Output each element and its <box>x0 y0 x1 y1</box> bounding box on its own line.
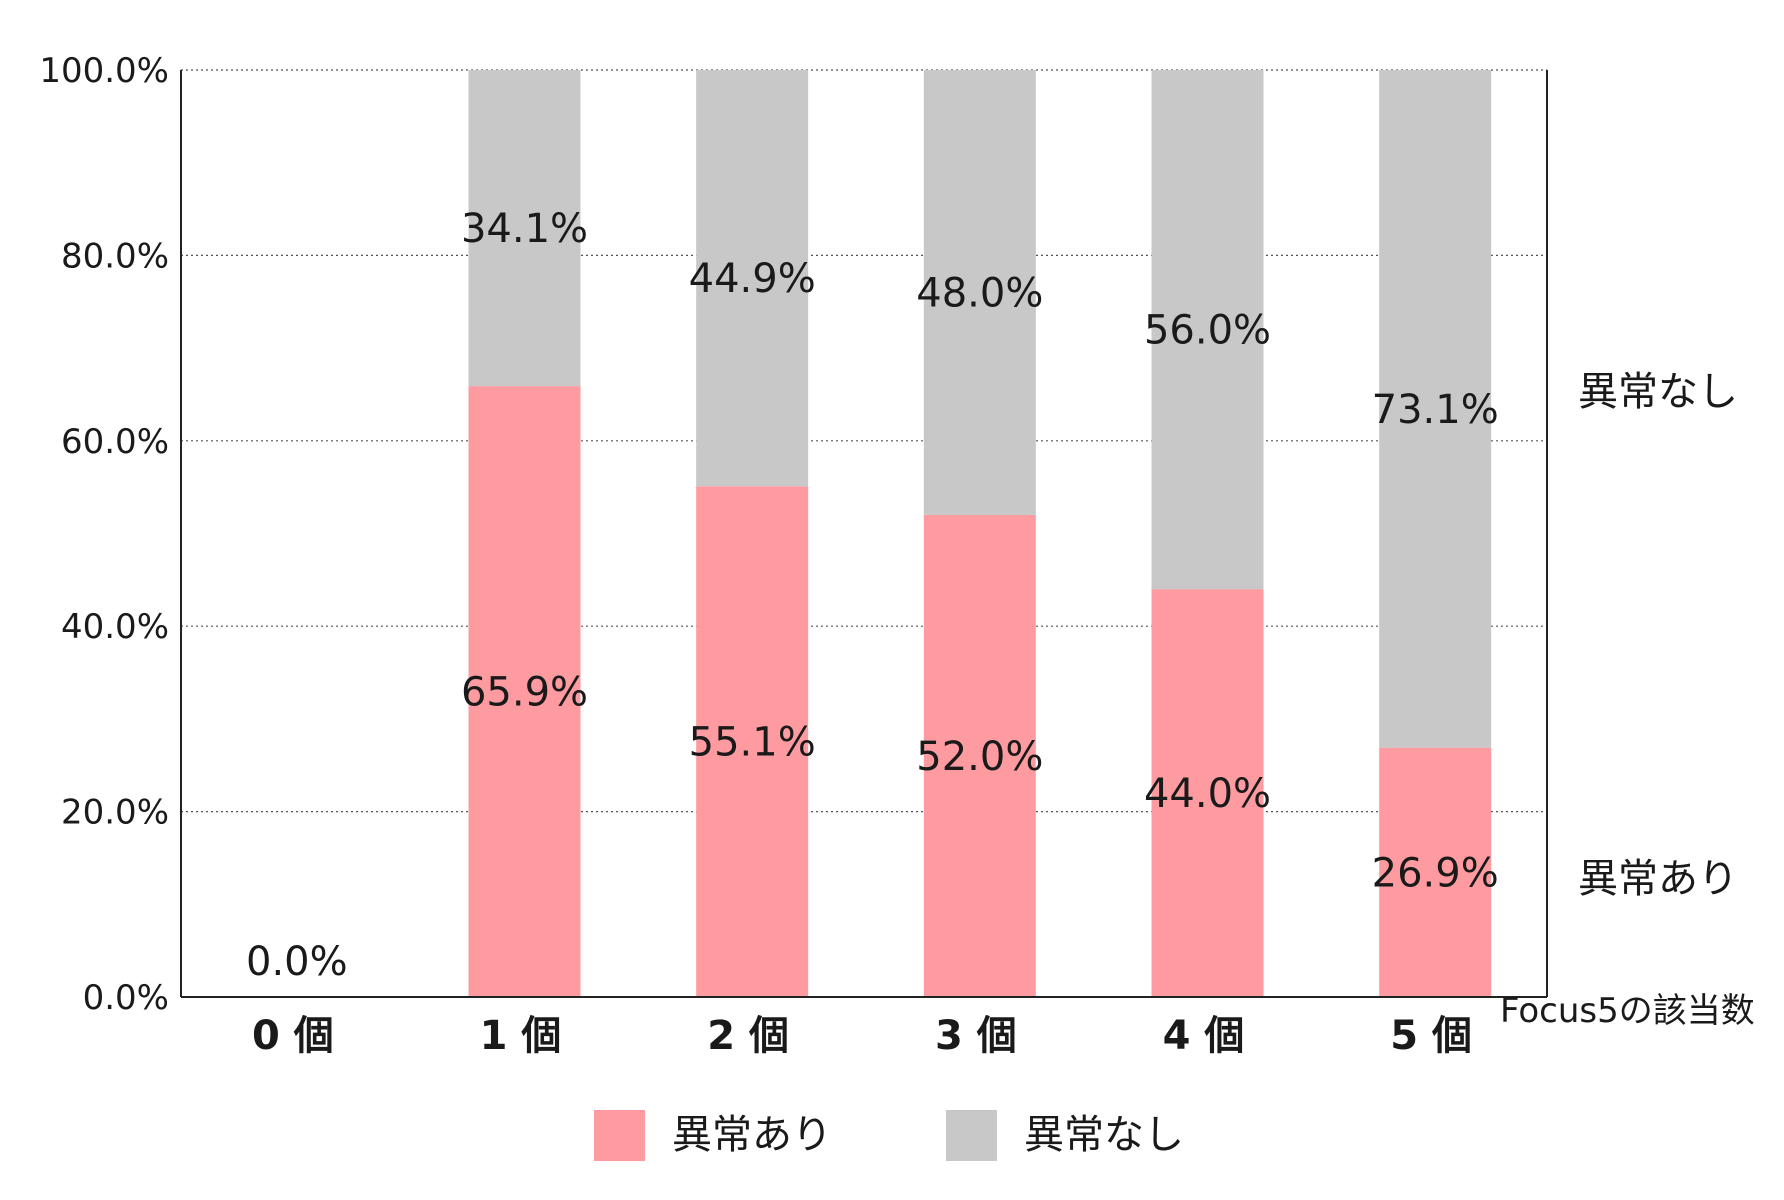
data-label-normal: 48.0% <box>916 270 1043 316</box>
bar-segment-normal <box>1379 70 1492 748</box>
data-label-abnormal: 65.9% <box>461 670 588 716</box>
y-tick-label: 60.0% <box>61 422 169 462</box>
y-tick-label: 0.0% <box>83 978 169 1018</box>
y-tick-label: 80.0% <box>61 236 169 276</box>
legend: 異常あり 異常なし <box>594 1110 1184 1161</box>
bars <box>468 70 1492 997</box>
y-tick-labels: 0.0% 20.0% 40.0% 60.0% 80.0% 100.0% <box>39 51 169 1018</box>
data-label-abnormal: 44.0% <box>1144 771 1271 817</box>
bar-segment-abnormal <box>1151 589 1264 997</box>
data-label-normal: 73.1% <box>1372 387 1499 433</box>
y-tick-label: 40.0% <box>61 607 169 647</box>
data-label-normal: 56.0% <box>1144 308 1271 354</box>
data-label-abnormal: 26.9% <box>1372 850 1499 896</box>
data-label-abnormal: 55.1% <box>689 720 816 766</box>
bar-segment-normal <box>468 70 581 387</box>
data-labels: 0.0% 65.9% 34.1% 55.1% 44.9% 52.0% 48.0% 44.0% 5… <box>246 206 1499 985</box>
bar-segment-normal <box>1151 70 1264 590</box>
bar-segment-normal <box>923 70 1036 515</box>
legend-label-abnormal: 異常あり <box>672 1112 832 1158</box>
grid-lines <box>181 69 1547 813</box>
data-label-abnormal: 52.0% <box>916 734 1043 780</box>
bar-segment-abnormal <box>1379 747 1492 997</box>
data-label-normal: 34.1% <box>461 206 588 252</box>
x-tick-label: 4 個 <box>1163 1013 1245 1059</box>
x-tick-label: 5 個 <box>1390 1013 1472 1059</box>
bar-segment-abnormal <box>923 514 1036 997</box>
x-tick-label: 2 個 <box>707 1013 789 1059</box>
plot-frame <box>180 70 1548 998</box>
y-tick-label: 20.0% <box>61 793 169 833</box>
data-label-normal: 44.9% <box>689 256 816 302</box>
data-label-abnormal: 0.0% <box>246 939 348 985</box>
x-axis-title: Focus5の該当数 <box>1500 991 1755 1031</box>
bar-segment-normal <box>696 70 809 487</box>
x-tick-label: 1 個 <box>480 1013 562 1059</box>
x-tick-labels: 0 個 1 個 2 個 3 個 4 個 5 個 <box>252 1013 1472 1059</box>
legend-label-normal: 異常なし <box>1024 1112 1184 1158</box>
legend-swatch-normal <box>946 1110 997 1161</box>
side-label-top: 異常なし <box>1578 369 1738 415</box>
x-tick-label: 3 個 <box>935 1013 1017 1059</box>
side-label-bottom: 異常あり <box>1578 856 1738 902</box>
legend-swatch-abnormal <box>594 1110 645 1161</box>
x-tick-label: 0 個 <box>252 1013 334 1059</box>
y-tick-label: 100.0% <box>39 51 169 91</box>
bar-segment-abnormal <box>696 486 809 997</box>
bar-segment-abnormal <box>468 386 581 997</box>
